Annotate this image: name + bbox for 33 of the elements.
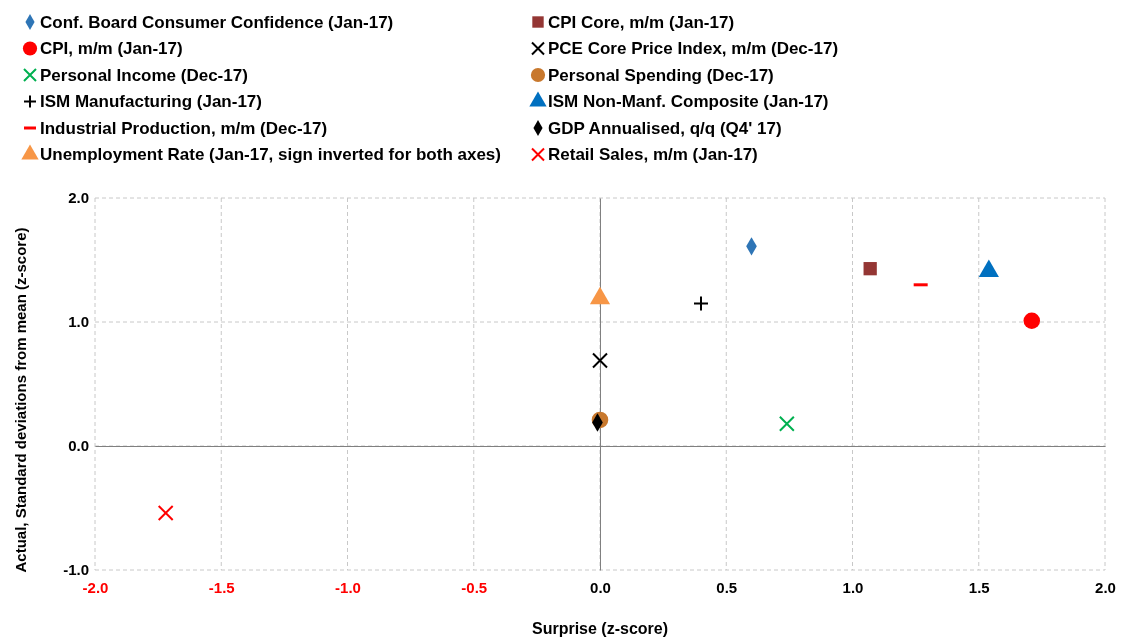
legend-label: ISM Manufacturing (Jan-17) [40, 92, 262, 112]
x-tick-label: 1.5 [968, 578, 990, 596]
legend-label: Conf. Board Consumer Confidence (Jan-17) [40, 12, 394, 32]
x-tick-label: -1.5 [208, 578, 235, 596]
y-tick-label: -1.0 [63, 561, 89, 579]
x-tick-label: 2.0 [1095, 578, 1116, 596]
x-tick-label: -1.0 [335, 578, 361, 596]
x-axis-title: Surprise (z-score) [531, 620, 669, 637]
legend-label: CPI Core, m/m (Jan-17) [548, 12, 735, 32]
x-tick-label: -0.5 [461, 578, 488, 596]
legend-label: Personal Spending (Dec-17) [548, 65, 774, 85]
legend-label: Personal Income (Dec-17) [40, 65, 248, 85]
x-tick-label: -2.0 [82, 578, 109, 596]
x-tick-label: 0.0 [590, 578, 611, 596]
legend-label: CPI, m/m (Jan-17) [40, 39, 183, 59]
y-tick-label: 2.0 [68, 189, 89, 207]
legend-label: GDP Annualised, q/q (Q4' 17) [548, 118, 782, 138]
legend-label: Retail Sales, m/m (Jan-17) [548, 145, 758, 165]
point [157, 504, 174, 521]
point [1023, 312, 1041, 330]
y-tick-label: 1.0 [68, 313, 89, 331]
x-tick-label: 0.5 [716, 578, 738, 596]
legend-label: Industrial Production, m/m (Dec-17) [40, 118, 328, 138]
y-tick-label: 0.0 [68, 437, 89, 455]
point [592, 352, 608, 369]
legend-label: ISM Non-Manf. Composite (Jan-17) [548, 92, 829, 112]
point [863, 262, 877, 276]
x-tick-label: 1.0 [842, 578, 864, 596]
legend-label: PCE Core Price Index, m/m (Dec-17) [548, 39, 839, 59]
legend-label: Unemployment Rate (Jan-17, sign inverted for both axes) [40, 145, 501, 165]
point [693, 295, 709, 312]
y-axis-title: Actual, Standard deviations from mean (z-score) [12, 227, 29, 573]
point [778, 415, 795, 432]
